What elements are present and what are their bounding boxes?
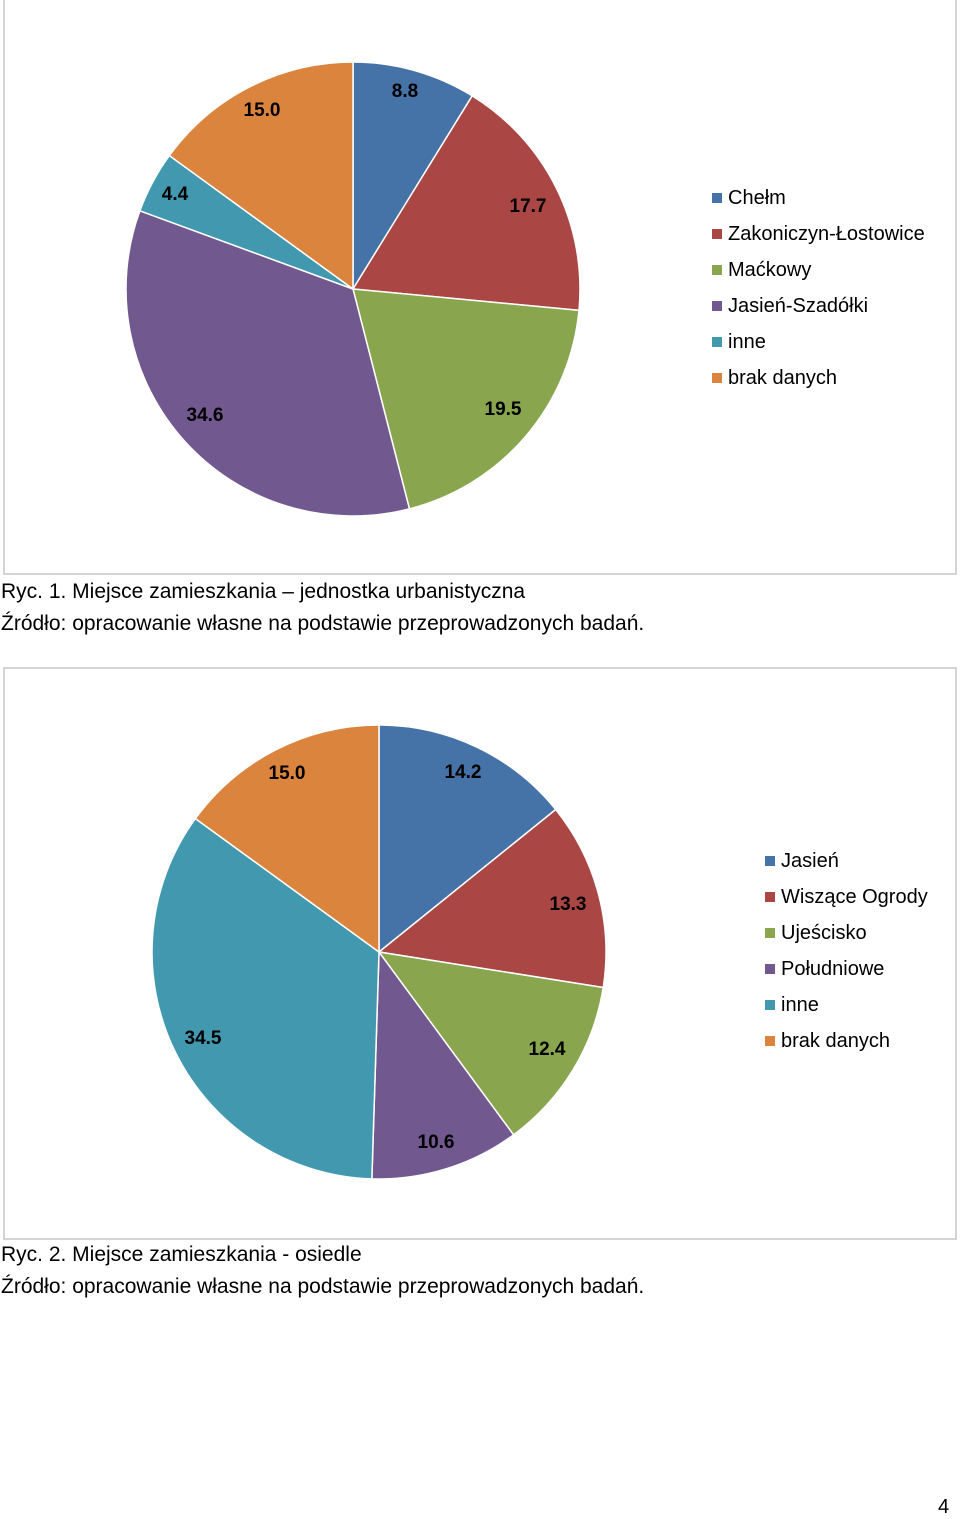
pie-1-data-label-6: 15.0 xyxy=(244,100,281,121)
legend-label: Południowe xyxy=(781,958,885,980)
legend-swatch xyxy=(712,301,722,311)
pie-2-group: 14.2 13.3 12.4 10.6 34.5 15.0 xyxy=(151,724,607,1180)
legend-2-item-1: Jasień xyxy=(765,843,928,879)
pie-2-data-label-6: 15.0 xyxy=(269,763,306,784)
legend-label: Jasień-Szadółki xyxy=(728,295,869,317)
pie-1-group: 8.8 17.7 19.5 34.6 4.4 15.0 xyxy=(125,61,581,517)
legend-label: Maćkowy xyxy=(728,259,812,281)
legend-label: Ujeścisko xyxy=(781,922,867,944)
pie-1-data-label-2: 17.7 xyxy=(510,196,547,217)
pie-1-data-label-5: 4.4 xyxy=(162,184,189,205)
pie-1-slice-1 xyxy=(352,61,474,292)
legend-1-item-6: brak danych xyxy=(712,360,925,396)
legend-swatch xyxy=(765,892,775,902)
chart-1-legend: Chełm Zakoniczyn-Łostowice Maćkowy Jasień-S… xyxy=(712,180,925,396)
legend-label: Wiszące Ogrody xyxy=(781,886,928,908)
pie-2-data-label-1: 14.2 xyxy=(445,762,482,783)
pie-2-slice-4 xyxy=(371,949,515,1180)
pie-2-slice-5 xyxy=(151,817,380,1180)
pie-2-slice-1 xyxy=(378,724,557,954)
pie-2-data-label-4: 10.6 xyxy=(418,1132,455,1153)
legend-swatch xyxy=(712,193,722,203)
legend-2-item-4: Południowe xyxy=(765,951,928,987)
legend-label: Chełm xyxy=(728,187,786,209)
pie-2-slice-3 xyxy=(377,950,605,1136)
pie-2-data-label-2: 13.3 xyxy=(550,894,587,915)
legend-swatch xyxy=(712,373,722,383)
legend-swatch xyxy=(712,265,722,275)
legend-1-item-1: Chełm xyxy=(712,180,925,216)
pie-2-slice-6 xyxy=(194,724,380,954)
pie-1-data-label-3: 19.5 xyxy=(485,399,522,420)
legend-label: Zakoniczyn-Łostowice xyxy=(728,223,925,245)
legend-2-item-2: Wiszące Ogrody xyxy=(765,879,928,915)
pie-2-data-label-3: 12.4 xyxy=(529,1039,566,1060)
figure-2-source: Źródło: opracowanie własne na podstawie … xyxy=(1,1275,645,1298)
legend-2-item-5: inne xyxy=(765,987,928,1023)
pie-2-data-label-5: 34.5 xyxy=(185,1028,222,1049)
legend-label: brak danych xyxy=(781,1030,890,1052)
legend-swatch xyxy=(765,856,775,866)
legend-swatch xyxy=(765,928,775,938)
pie-1-data-label-1: 8.8 xyxy=(392,81,418,102)
legend-1-item-2: Zakoniczyn-Łostowice xyxy=(712,216,925,252)
legend-label: inne xyxy=(781,994,819,1016)
chart-2-legend: Jasień Wiszące Ogrody Ujeścisko Południowe i… xyxy=(765,843,928,1059)
legend-2-item-6: brak danych xyxy=(765,1023,928,1059)
legend-label: inne xyxy=(728,331,766,353)
legend-1-item-3: Maćkowy xyxy=(712,252,925,288)
pie-1-data-label-4: 34.6 xyxy=(187,405,224,426)
pie-1-slice-6 xyxy=(168,61,354,291)
page-number: 4 xyxy=(938,1496,950,1518)
legend-swatch xyxy=(765,1036,775,1046)
legend-label: Jasień xyxy=(781,850,839,872)
pie-2-slice-2 xyxy=(377,808,607,989)
legend-swatch xyxy=(712,337,722,347)
pie-1-slice-4 xyxy=(125,209,411,517)
legend-2-item-3: Ujeścisko xyxy=(765,915,928,951)
legend-1-item-4: Jasień-Szadółki xyxy=(712,288,925,324)
legend-label: brak danych xyxy=(728,367,837,389)
figure-1-caption: Ryc. 1. Miejsce zamieszkania – jednostka… xyxy=(1,580,526,603)
figure-1-source: Źródło: opracowanie własne na podstawie … xyxy=(1,612,645,635)
legend-swatch xyxy=(765,1000,775,1010)
pie-1-slice-3 xyxy=(352,288,580,510)
legend-swatch xyxy=(765,964,775,974)
pie-1-slice-2 xyxy=(351,94,581,312)
figure-2-caption: Ryc. 2. Miejsce zamieszkania - osiedle xyxy=(1,1243,362,1266)
legend-1-item-5: inne xyxy=(712,324,925,360)
legend-swatch xyxy=(712,229,722,239)
